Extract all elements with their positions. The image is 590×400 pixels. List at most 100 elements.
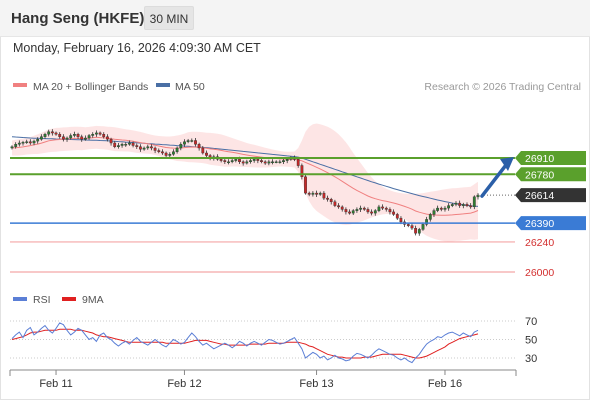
candle <box>109 137 113 146</box>
candle <box>105 134 109 142</box>
rsi-ma-line <box>11 328 479 359</box>
candle <box>131 141 135 148</box>
candle <box>278 159 282 164</box>
candle-body <box>168 153 172 156</box>
x-axis: Feb 11 Feb 12 Feb 13 Feb 16 <box>9 369 517 390</box>
candle <box>223 158 227 165</box>
candle <box>135 143 139 149</box>
candle <box>366 207 370 214</box>
candle-body <box>17 142 21 145</box>
candle <box>146 144 150 150</box>
candle <box>142 146 146 151</box>
candle-body <box>164 152 168 156</box>
x-tick-label: Feb 11 <box>39 378 72 390</box>
candle <box>410 223 414 231</box>
candle <box>461 202 465 209</box>
candle <box>171 149 175 156</box>
candle-body <box>469 205 473 208</box>
candle <box>337 203 340 209</box>
candle <box>472 195 476 210</box>
candle-body <box>62 136 65 140</box>
candle-body <box>21 142 25 144</box>
candle-body <box>153 147 157 151</box>
candle-body <box>238 159 241 163</box>
candle-body <box>190 140 194 142</box>
candle-body <box>234 159 238 161</box>
candle-body <box>439 207 443 210</box>
candle-body <box>381 206 384 209</box>
candle-body <box>285 159 289 161</box>
candle-body <box>230 160 234 162</box>
candle <box>230 159 234 164</box>
candle <box>333 199 337 208</box>
candle <box>469 203 473 209</box>
candle-body <box>157 150 161 152</box>
candle <box>69 133 73 140</box>
candle-body <box>388 209 392 213</box>
x-tick-label: Feb 16 <box>428 378 462 390</box>
candle <box>149 144 153 151</box>
candle-body <box>256 159 260 161</box>
candle <box>370 209 373 216</box>
candle <box>373 209 377 216</box>
level-lines: 26910 26780 26614 26390 26240 26000 <box>10 151 586 279</box>
candle <box>153 146 157 154</box>
candle-body <box>138 146 142 150</box>
candle-body <box>296 159 300 166</box>
candle <box>377 204 381 213</box>
candle <box>127 140 131 146</box>
candle <box>450 202 454 208</box>
candle-body <box>10 146 14 149</box>
candle-body <box>43 133 47 137</box>
candle <box>271 159 274 165</box>
candle <box>120 142 124 148</box>
candle-body <box>311 192 315 195</box>
candle <box>21 140 25 146</box>
candle-body <box>370 211 373 214</box>
x-tick-label: Feb 12 <box>167 378 201 390</box>
legend-ma20-swatch <box>13 83 27 87</box>
candle <box>205 150 208 158</box>
timeframe-badge[interactable]: 30 MIN <box>144 6 194 30</box>
candle <box>417 227 421 236</box>
candle-body <box>58 133 62 137</box>
candle <box>124 142 128 147</box>
candle-body <box>175 147 179 152</box>
candle-body <box>102 133 106 137</box>
candle <box>186 138 190 144</box>
candle-body <box>40 136 43 140</box>
candle-body <box>344 209 348 213</box>
candle-body <box>227 161 230 164</box>
candle <box>425 216 428 227</box>
candle <box>428 212 432 222</box>
candle <box>51 129 54 136</box>
candle-body <box>307 192 311 195</box>
candle <box>113 140 117 149</box>
candle <box>40 134 43 141</box>
candle-body <box>80 136 84 140</box>
candle <box>432 208 436 218</box>
candle <box>87 133 91 140</box>
candle <box>17 140 21 147</box>
candle <box>91 132 95 138</box>
candle <box>267 159 271 166</box>
main-plot <box>10 123 480 242</box>
candle <box>458 200 462 208</box>
rsi-tick-30: 30 <box>525 353 537 365</box>
candle-body <box>428 214 432 220</box>
candle <box>245 159 249 165</box>
candle-body <box>72 133 76 136</box>
candle-body <box>278 161 282 164</box>
candle-body <box>146 146 150 149</box>
candle <box>138 144 142 152</box>
candle-body <box>322 192 326 199</box>
candle-body <box>171 151 175 155</box>
candle <box>340 205 344 212</box>
candle <box>190 138 194 143</box>
candle-body <box>249 160 252 162</box>
candle-body <box>197 143 201 149</box>
credit-text: Research © 2026 Trading Central <box>424 81 581 93</box>
level-label-26000: 26000 <box>525 267 554 279</box>
candle-body <box>421 224 425 230</box>
candle <box>300 163 304 180</box>
